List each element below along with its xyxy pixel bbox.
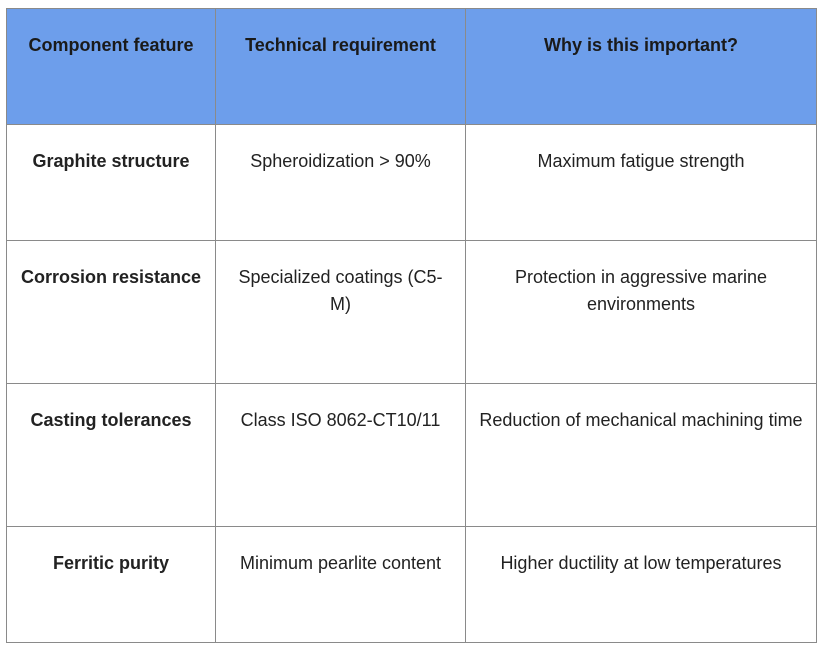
header-cell: Component feature [6,8,216,125]
header-row: Component feature Technical requirement … [6,8,817,125]
cell: Minimum pearlite content [215,526,466,643]
table: Component feature Technical requirement … [6,8,817,643]
cell: Higher ductility at low temperatures [465,526,817,643]
row: Corrosion resistance Specialized coating… [6,240,817,384]
cell: Specialized coatings (C5-M) [215,240,466,384]
header-cell: Why is this important? [465,8,817,125]
cell: Class ISO 8062-CT10/11 [215,383,466,527]
cell: Ferritic purity [6,526,216,643]
cell: Corrosion resistance [6,240,216,384]
header-cell: Technical requirement [215,8,466,125]
cell: Spheroidization > 90% [215,124,466,241]
cell: Graphite structure [6,124,216,241]
cell: Casting tolerances [6,383,216,527]
row: Ferritic purity Minimum pearlite content… [6,526,817,643]
cell: Maximum fatigue strength [465,124,817,241]
row: Casting tolerances Class ISO 8062-CT10/1… [6,383,817,527]
row: Graphite structure Spheroidization > 90%… [6,124,817,241]
cell: Reduction of mechanical machining time [465,383,817,527]
cell: Protection in aggressive marine environm… [465,240,817,384]
